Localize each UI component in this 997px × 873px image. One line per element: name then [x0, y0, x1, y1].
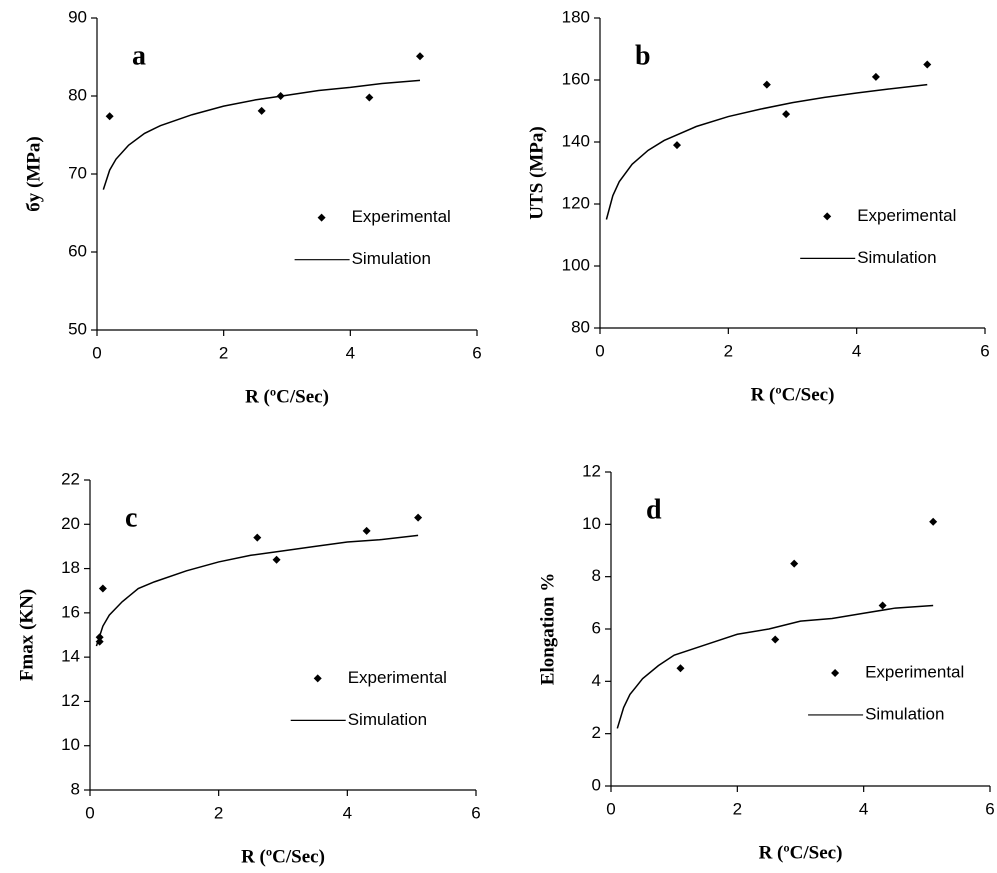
y-tick-label: 60	[68, 241, 87, 260]
y-tick-label: 80	[68, 85, 87, 104]
data-point	[272, 555, 281, 564]
y-tick-label: 100	[562, 255, 590, 274]
legend-label: Simulation	[352, 249, 431, 268]
x-axis-title: R (ºC/Sec)	[751, 384, 835, 405]
x-axis-title: R (ºC/Sec)	[759, 842, 843, 863]
y-axis-title: Fmax (KN)	[16, 589, 37, 681]
y-tick-label: 8	[592, 566, 601, 585]
x-tick-label: 4	[859, 799, 868, 818]
data-point	[762, 80, 771, 89]
data-point	[871, 72, 880, 81]
legend-marker	[823, 212, 832, 221]
legend-label: Experimental	[857, 206, 956, 225]
x-tick-label: 6	[980, 341, 989, 360]
data-point	[105, 112, 114, 121]
y-tick-label: 20	[61, 514, 80, 533]
legend-marker	[831, 668, 840, 677]
simulation-line	[605, 83, 928, 220]
data-point	[878, 601, 887, 610]
data-point	[362, 526, 371, 535]
y-axis-title: UTS (MPa)	[526, 126, 547, 219]
y-tick-label: 14	[61, 647, 80, 666]
y-tick-label: 160	[562, 69, 590, 88]
legend-label: Experimental	[352, 207, 451, 226]
legend-label: Simulation	[348, 710, 427, 729]
y-tick-label: 6	[592, 618, 601, 637]
legend-label: Simulation	[865, 704, 944, 723]
x-tick-label: 6	[471, 803, 480, 822]
data-point	[676, 664, 685, 673]
x-tick-label: 6	[985, 799, 994, 818]
panel: 80 100 120 140 160 180 0 2 4 6 R (ºC/Sec) UTS (MPa)…	[526, 7, 989, 405]
y-tick-label: 10	[582, 514, 601, 533]
y-tick-label: 4	[592, 671, 601, 690]
data-point	[923, 60, 932, 69]
y-axis-title: Elongation %	[537, 573, 558, 685]
y-tick-label: 140	[562, 131, 590, 150]
y-tick-label: 12	[61, 691, 80, 710]
y-tick-label: 0	[592, 775, 601, 794]
data-point	[673, 141, 681, 150]
simulation-line	[616, 604, 934, 729]
data-point	[253, 533, 262, 542]
y-tick-label: 80	[571, 317, 590, 336]
y-tick-label: 12	[582, 461, 601, 480]
panel: 50 60 70 80 90 0 2 4 6 R (ºC/Sec) бy (MPa) a Experim…	[23, 7, 481, 407]
simulation-line	[95, 534, 419, 647]
x-tick-label: 6	[472, 343, 481, 362]
x-tick-label: 2	[724, 341, 733, 360]
legend-marker	[317, 213, 326, 222]
y-tick-label: 10	[61, 735, 80, 754]
panel-letter: b	[635, 40, 651, 71]
x-tick-label: 0	[606, 799, 615, 818]
y-tick-label: 180	[562, 7, 590, 26]
x-tick-label: 4	[852, 341, 861, 360]
y-tick-label: 8	[71, 779, 80, 798]
data-point	[929, 517, 938, 526]
legend-label: Experimental	[348, 668, 447, 687]
data-point	[365, 93, 374, 102]
x-tick-label: 4	[343, 803, 352, 822]
data-point	[416, 52, 424, 61]
x-axis-title: R (ºC/Sec)	[245, 386, 329, 407]
panel-letter: c	[125, 502, 137, 533]
panel: 0 2 4 6 8 10 12 0 2 4 6 R (ºC/Sec) Elongation % d Expe…	[537, 461, 994, 863]
y-tick-label: 18	[61, 558, 80, 577]
x-tick-label: 0	[92, 343, 101, 362]
data-point	[782, 110, 791, 119]
data-point	[790, 559, 799, 568]
data-point	[414, 513, 423, 522]
y-tick-label: 90	[68, 7, 87, 26]
x-tick-label: 4	[346, 343, 355, 362]
y-tick-label: 22	[61, 469, 80, 488]
x-tick-label: 2	[733, 799, 742, 818]
y-tick-label: 120	[562, 193, 590, 212]
panel: 8 10 12 14 16 18 20 22 0 2 4 6 R (ºC/Sec) Fmax (KN) c E…	[16, 469, 480, 867]
x-tick-label: 2	[219, 343, 228, 362]
legend-label: Simulation	[857, 248, 936, 267]
y-tick-label: 50	[68, 319, 87, 338]
x-tick-label: 0	[595, 341, 604, 360]
legend-marker	[313, 674, 322, 683]
x-tick-label: 2	[214, 803, 223, 822]
simulation-line	[102, 79, 421, 190]
y-tick-label: 16	[61, 602, 80, 621]
panel-letter: a	[132, 40, 146, 71]
panel-letter: d	[646, 494, 662, 525]
x-tick-label: 0	[85, 803, 94, 822]
data-point	[771, 635, 780, 644]
legend-label: Experimental	[865, 662, 964, 681]
x-axis-title: R (ºC/Sec)	[241, 846, 325, 867]
y-tick-label: 70	[68, 163, 87, 182]
data-point	[257, 106, 266, 115]
y-axis-title: бy (MPa)	[23, 136, 44, 211]
data-point	[98, 584, 107, 593]
y-tick-label: 2	[592, 723, 601, 742]
